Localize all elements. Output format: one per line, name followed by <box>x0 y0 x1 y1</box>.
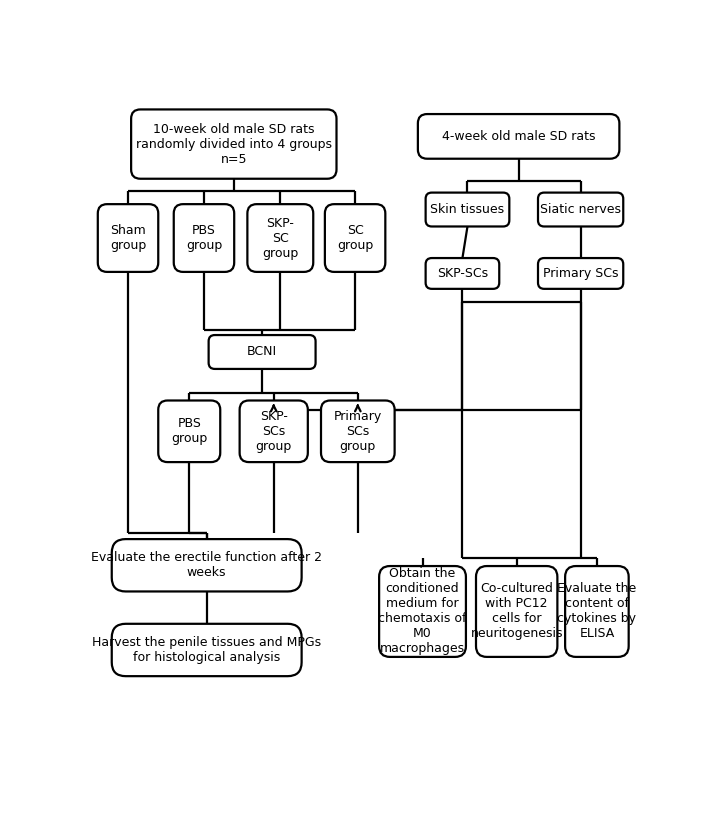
FancyBboxPatch shape <box>426 258 499 289</box>
Text: Evaluate the
content of
cytokines by
ELISA: Evaluate the content of cytokines by ELI… <box>557 583 636 640</box>
FancyBboxPatch shape <box>247 204 313 272</box>
Text: 10-week old male SD rats
randomly divided into 4 groups
n=5: 10-week old male SD rats randomly divide… <box>136 123 332 165</box>
Text: Skin tissues: Skin tissues <box>430 203 505 216</box>
FancyBboxPatch shape <box>565 566 629 657</box>
FancyBboxPatch shape <box>112 539 302 591</box>
FancyBboxPatch shape <box>239 401 308 462</box>
FancyBboxPatch shape <box>538 258 623 289</box>
Text: SKP-SCs: SKP-SCs <box>437 267 488 280</box>
FancyBboxPatch shape <box>379 566 466 657</box>
FancyBboxPatch shape <box>418 114 620 159</box>
Text: SC
group: SC group <box>337 224 373 252</box>
Text: Siatic nerves: Siatic nerves <box>540 203 621 216</box>
Text: PBS
group: PBS group <box>171 418 207 445</box>
Text: SKP-
SCs
group: SKP- SCs group <box>256 410 292 453</box>
FancyBboxPatch shape <box>538 193 623 226</box>
FancyBboxPatch shape <box>173 204 234 272</box>
Text: Primary SCs: Primary SCs <box>543 267 618 280</box>
Text: Obtain the
conditioned
medium for
chemotaxis of
M0
macrophages: Obtain the conditioned medium for chemot… <box>378 568 467 655</box>
FancyBboxPatch shape <box>209 335 316 369</box>
FancyBboxPatch shape <box>159 401 220 462</box>
FancyBboxPatch shape <box>426 193 509 226</box>
Text: PBS
group: PBS group <box>185 224 222 252</box>
FancyBboxPatch shape <box>476 566 557 657</box>
FancyBboxPatch shape <box>98 204 159 272</box>
Text: Harvest the penile tissues and MPGs
for histological analysis: Harvest the penile tissues and MPGs for … <box>92 636 321 664</box>
FancyBboxPatch shape <box>131 109 336 179</box>
Text: 4-week old male SD rats: 4-week old male SD rats <box>442 130 595 143</box>
FancyBboxPatch shape <box>321 401 394 462</box>
Text: Sham
group: Sham group <box>110 224 146 252</box>
Text: BCNI: BCNI <box>247 346 277 358</box>
Text: Co-cultured
with PC12
cells for
neuritogenesis: Co-cultured with PC12 cells for neuritog… <box>470 583 563 640</box>
Text: Evaluate the erectile function after 2
weeks: Evaluate the erectile function after 2 w… <box>91 551 322 579</box>
FancyBboxPatch shape <box>325 204 385 272</box>
FancyBboxPatch shape <box>112 624 302 676</box>
Text: SKP-
SC
group: SKP- SC group <box>262 216 299 260</box>
Text: Primary
SCs
group: Primary SCs group <box>333 410 382 453</box>
